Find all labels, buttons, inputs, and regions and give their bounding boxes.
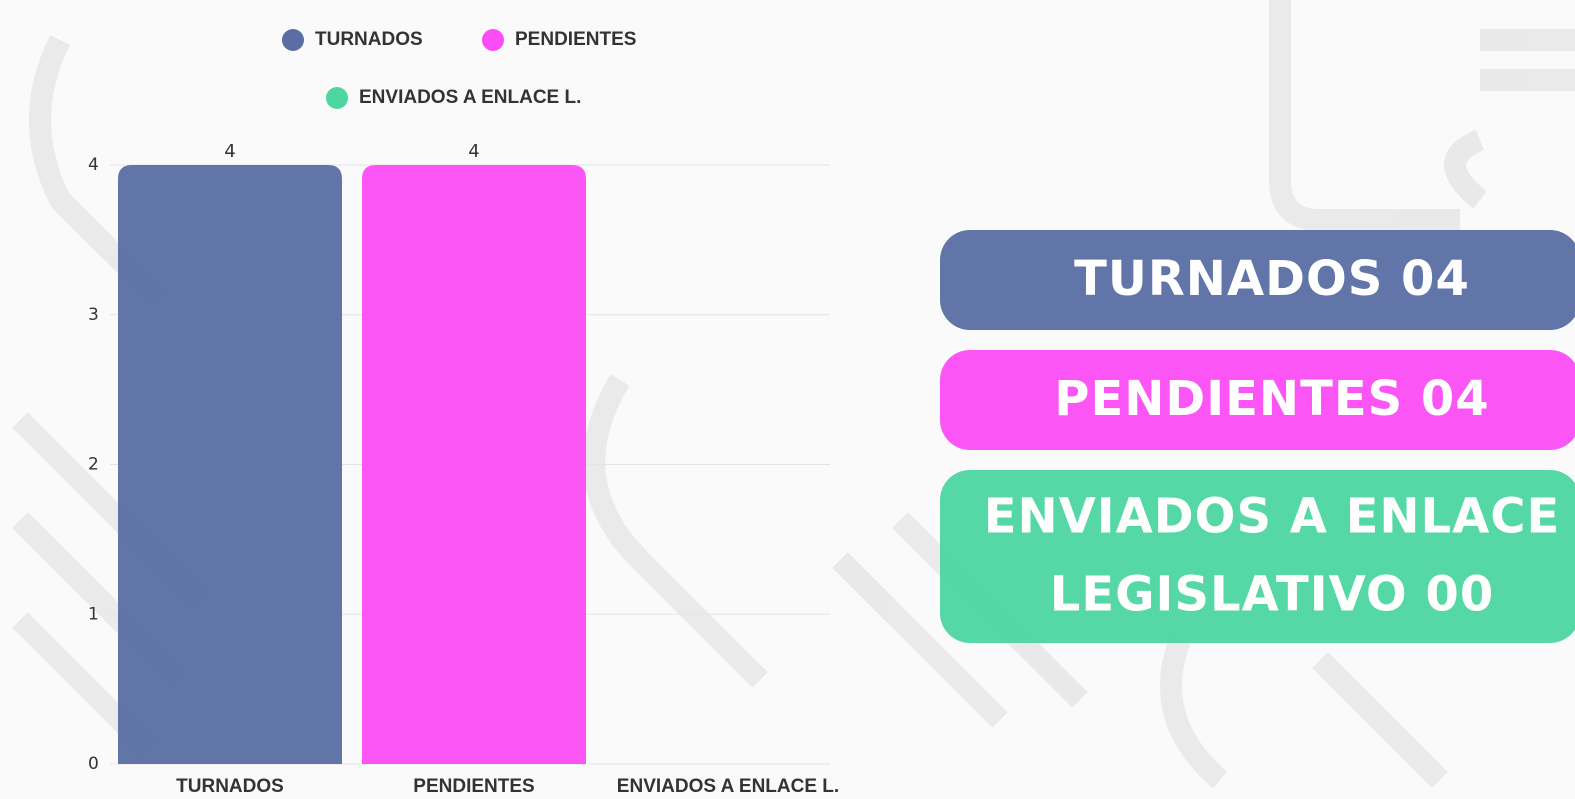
x-tick-label: TURNADOS <box>176 776 284 797</box>
summary-card <box>940 470 1575 643</box>
y-tick-label: 3 <box>88 305 99 325</box>
y-tick-label: 2 <box>88 455 99 475</box>
legend-label: TURNADOS <box>315 29 423 50</box>
background-pattern <box>12 0 1575 789</box>
value-label: 4 <box>468 141 479 162</box>
legend-label: PENDIENTES <box>515 29 636 50</box>
summary-card <box>940 230 1575 330</box>
bar <box>118 165 342 764</box>
y-tick-label: 0 <box>88 754 99 774</box>
y-tick-label: 1 <box>88 604 99 624</box>
legend-label: ENVIADOS A ENLACE L. <box>359 87 581 108</box>
x-tick-label: PENDIENTES <box>413 776 534 797</box>
value-label: 4 <box>224 141 235 162</box>
legend-swatch <box>326 87 348 109</box>
legend-swatch <box>482 29 504 51</box>
y-tick-label: 4 <box>88 155 99 175</box>
card-text: TURNADOS 04 <box>1074 251 1470 307</box>
card-text: ENVIADOS A ENLACE <box>984 489 1561 545</box>
bar <box>362 165 586 764</box>
legend-swatch <box>282 29 304 51</box>
summary-card <box>940 350 1575 450</box>
card-text: LEGISLATIVO 00 <box>1050 567 1494 623</box>
x-tick-label: ENVIADOS A ENLACE L. <box>617 776 839 797</box>
card-text: PENDIENTES 04 <box>1054 371 1489 427</box>
